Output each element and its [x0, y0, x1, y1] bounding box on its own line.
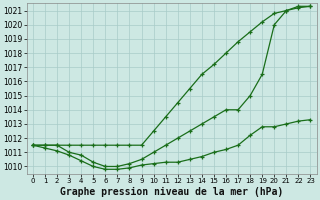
X-axis label: Graphe pression niveau de la mer (hPa): Graphe pression niveau de la mer (hPa) — [60, 186, 283, 197]
